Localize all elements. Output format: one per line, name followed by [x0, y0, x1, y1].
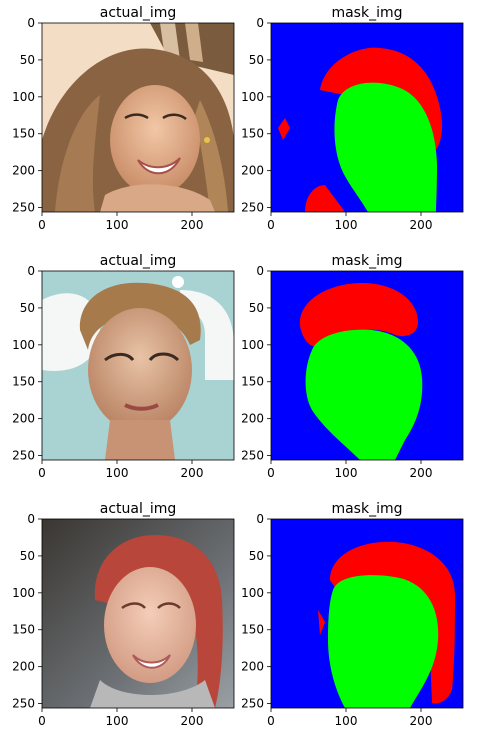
axes-frame: [41, 22, 235, 213]
y-tick-label: 100: [241, 586, 264, 600]
y-tick-label: 0: [27, 512, 35, 526]
x-tick-label: 200: [410, 218, 433, 232]
axis-ticks: 0 100 200 0 50 100 150 200 250: [241, 264, 432, 480]
y-tick-label: 100: [12, 586, 35, 600]
x-tick-label: 0: [38, 714, 46, 728]
x-tick-label: 0: [267, 466, 275, 480]
panel-title: actual_img: [100, 501, 177, 517]
mask-hair-region: [278, 118, 290, 140]
axis-ticks: 0 100 200 0 50 100 150 200 250: [12, 512, 203, 728]
axis-ticks: 0 100 200 0 50 100 150 200 250: [12, 16, 203, 232]
panel-title: actual_img: [100, 5, 177, 21]
x-tick-label: 100: [106, 466, 129, 480]
axes-frame: [270, 22, 464, 213]
y-tick-label: 100: [12, 90, 35, 104]
segmentation-mask: [271, 271, 463, 460]
axes-frame: [41, 270, 235, 461]
axis-ticks: 0 100 200 0 50 100 150 200 250: [12, 264, 203, 480]
x-tick-label: 100: [106, 218, 129, 232]
y-tick-label: 50: [249, 53, 264, 67]
axis-ticks: 0 100 200 0 50 100 150 200 250: [241, 512, 432, 728]
mask-hair-region: [305, 185, 345, 212]
x-tick-label: 200: [181, 714, 204, 728]
y-tick-label: 50: [249, 301, 264, 315]
image-panel: mask_img 0 100 200 0 50 100 150 200 250: [241, 253, 464, 480]
x-tick-label: 200: [181, 218, 204, 232]
y-tick-label: 250: [12, 697, 35, 711]
y-tick-label: 200: [12, 164, 35, 178]
x-tick-label: 0: [38, 466, 46, 480]
y-tick-label: 0: [256, 16, 264, 30]
y-tick-label: 250: [241, 201, 264, 215]
x-tick-label: 100: [335, 714, 358, 728]
y-tick-label: 200: [12, 412, 35, 426]
y-tick-label: 200: [241, 412, 264, 426]
image-panel: actual_img 0 100 200 0 50 100 150 200 250: [12, 253, 235, 480]
face-photo: [42, 271, 234, 460]
axes-frame: [270, 270, 464, 461]
image-panel: mask_img 0 100 200 0 50 100 150 200 250: [241, 501, 464, 728]
y-tick-label: 250: [241, 697, 264, 711]
y-tick-label: 150: [241, 375, 264, 389]
y-tick-label: 200: [241, 660, 264, 674]
y-tick-label: 250: [241, 449, 264, 463]
x-tick-label: 0: [38, 218, 46, 232]
panel-title: mask_img: [331, 253, 402, 269]
mask-face-region: [305, 329, 423, 460]
y-tick-label: 50: [20, 301, 35, 315]
y-tick-label: 250: [12, 201, 35, 215]
y-tick-label: 150: [12, 127, 35, 141]
x-tick-label: 200: [410, 714, 433, 728]
image-panel: actual_img 0 100 200 0 50 100 150 200 250: [12, 501, 235, 728]
y-tick-label: 0: [27, 16, 35, 30]
y-tick-label: 0: [256, 512, 264, 526]
x-tick-label: 0: [267, 714, 275, 728]
panel-title: mask_img: [331, 501, 402, 517]
panel-title: mask_img: [331, 5, 402, 21]
y-tick-label: 150: [12, 623, 35, 637]
x-tick-label: 0: [267, 218, 275, 232]
y-tick-label: 250: [12, 449, 35, 463]
panel-title: actual_img: [100, 253, 177, 269]
y-tick-label: 0: [256, 264, 264, 278]
axes-frame: [41, 518, 235, 709]
y-tick-label: 0: [27, 264, 35, 278]
mask-hair-region: [320, 47, 443, 150]
face-photo: [42, 23, 234, 212]
mask-face-region: [328, 575, 439, 708]
x-tick-label: 100: [106, 714, 129, 728]
y-tick-label: 200: [241, 164, 264, 178]
y-tick-label: 50: [20, 53, 35, 67]
segmentation-mask: [271, 519, 463, 708]
y-tick-label: 100: [241, 90, 264, 104]
y-tick-label: 150: [241, 623, 264, 637]
mask-hair-region: [299, 282, 418, 348]
image-panel: actual_img 0 100 200 0 50 100 150 200 250: [12, 5, 235, 232]
x-tick-label: 100: [335, 466, 358, 480]
y-tick-label: 150: [241, 127, 264, 141]
axis-ticks: 0 100 200 0 50 100 150 200 250: [241, 16, 432, 232]
mask-hair-region: [318, 610, 325, 635]
image-panel: mask_img 0 100 200 0 50 100 150 200 250: [241, 5, 464, 232]
mask-face-region: [334, 82, 437, 212]
y-tick-label: 150: [12, 375, 35, 389]
y-tick-label: 50: [20, 549, 35, 563]
segmentation-mask: [271, 23, 463, 212]
y-tick-label: 50: [249, 549, 264, 563]
axes-frame: [270, 518, 464, 709]
y-tick-label: 100: [12, 338, 35, 352]
y-tick-label: 100: [241, 338, 264, 352]
y-tick-label: 200: [12, 660, 35, 674]
x-tick-label: 200: [181, 466, 204, 480]
x-tick-label: 100: [335, 218, 358, 232]
x-tick-label: 200: [410, 466, 433, 480]
face-photo: [42, 519, 234, 708]
